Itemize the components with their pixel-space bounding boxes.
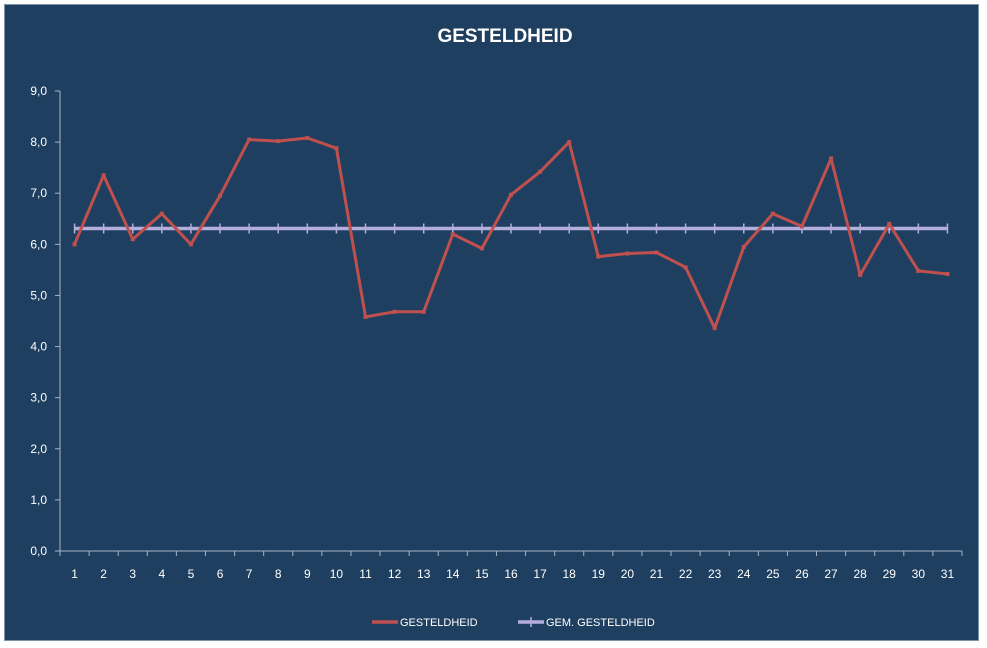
data-point xyxy=(188,242,193,247)
x-tick-label: 18 xyxy=(563,567,577,581)
x-tick-label: 9 xyxy=(304,567,311,581)
data-point xyxy=(887,221,892,226)
x-tick-label: 13 xyxy=(417,567,431,581)
y-tick-label: 6,0 xyxy=(30,237,47,251)
x-tick-label: 31 xyxy=(941,567,955,581)
x-tick-label: 14 xyxy=(446,567,460,581)
y-tick-label: 3,0 xyxy=(30,391,47,405)
x-tick-label: 3 xyxy=(129,567,136,581)
chart-title: GESTELDHEID xyxy=(437,26,572,47)
x-tick-label: 24 xyxy=(737,567,751,581)
y-tick-label: 0,0 xyxy=(30,544,47,558)
data-point xyxy=(276,139,281,144)
y-tick-label: 5,0 xyxy=(30,288,47,302)
x-tick-label: 27 xyxy=(824,567,838,581)
x-tick-label: 20 xyxy=(621,567,635,581)
data-point xyxy=(858,273,863,277)
chart-area xyxy=(4,4,979,641)
data-point xyxy=(479,246,484,251)
data-point xyxy=(654,250,659,255)
data-point xyxy=(712,326,717,331)
y-tick-label: 9,0 xyxy=(30,84,47,98)
data-point xyxy=(567,140,572,145)
data-point xyxy=(305,136,310,141)
legend-label: GESTELDHEID xyxy=(400,617,478,629)
data-point xyxy=(509,192,513,197)
x-tick-label: 25 xyxy=(766,567,780,581)
data-point xyxy=(421,309,426,314)
x-tick-label: 11 xyxy=(359,567,372,581)
axes: 0,01,02,03,04,05,06,07,08,09,01 2 3 4 5 6 7 8 9 1… xyxy=(30,84,963,581)
data-point xyxy=(538,169,543,174)
data-point xyxy=(159,211,164,216)
legend-label: GEM. GESTELDHEID xyxy=(546,617,655,629)
x-tick-label: 16 xyxy=(504,567,518,581)
y-tick-label: 1,0 xyxy=(30,493,47,507)
x-tick-label: 8 xyxy=(275,567,282,581)
data-point xyxy=(392,309,397,314)
x-tick-label: 2 xyxy=(100,567,107,581)
y-tick-label: 8,0 xyxy=(30,135,47,149)
x-tick-label: 21 xyxy=(650,567,664,581)
data-point xyxy=(625,251,630,256)
x-tick-label: 30 xyxy=(912,567,926,581)
x-tick-label: 6 xyxy=(217,567,224,581)
data-point xyxy=(72,242,77,247)
data-point xyxy=(799,224,804,229)
data-point xyxy=(334,146,339,151)
data-point xyxy=(945,271,950,276)
data-point xyxy=(363,314,368,319)
y-tick-label: 4,0 xyxy=(30,340,47,354)
data-point xyxy=(101,173,106,178)
data-point xyxy=(741,244,746,249)
x-tick-label: 12 xyxy=(388,567,402,581)
x-tick-label: 17 xyxy=(533,567,547,581)
x-tick-label: 1 xyxy=(71,567,78,581)
x-tick-label: 7 xyxy=(246,567,253,581)
x-tick-label: 26 xyxy=(795,567,809,581)
x-tick-label: 23 xyxy=(708,567,722,581)
x-tick-label: 15 xyxy=(475,567,489,581)
x-tick-label: 29 xyxy=(883,567,897,581)
data-point xyxy=(450,232,455,237)
x-tick-label: 10 xyxy=(330,567,344,581)
series-layer xyxy=(72,136,950,331)
data-point xyxy=(916,268,921,273)
data-point xyxy=(770,211,775,216)
x-tick-label: 19 xyxy=(592,567,606,581)
y-tick-label: 7,0 xyxy=(30,186,47,200)
legend: GESTELDHEID GEM. GESTELDHEID xyxy=(372,617,655,629)
x-tick-label: 28 xyxy=(853,567,867,581)
data-point xyxy=(130,237,135,242)
y-tick-label: 2,0 xyxy=(30,442,47,456)
data-point xyxy=(218,193,223,198)
data-point xyxy=(596,254,601,259)
data-point xyxy=(247,137,252,142)
x-tick-label: 5 xyxy=(188,567,195,581)
data-point xyxy=(829,156,834,161)
x-tick-label: 22 xyxy=(679,567,693,581)
x-tick-label: 4 xyxy=(158,567,165,581)
data-point xyxy=(683,265,688,270)
